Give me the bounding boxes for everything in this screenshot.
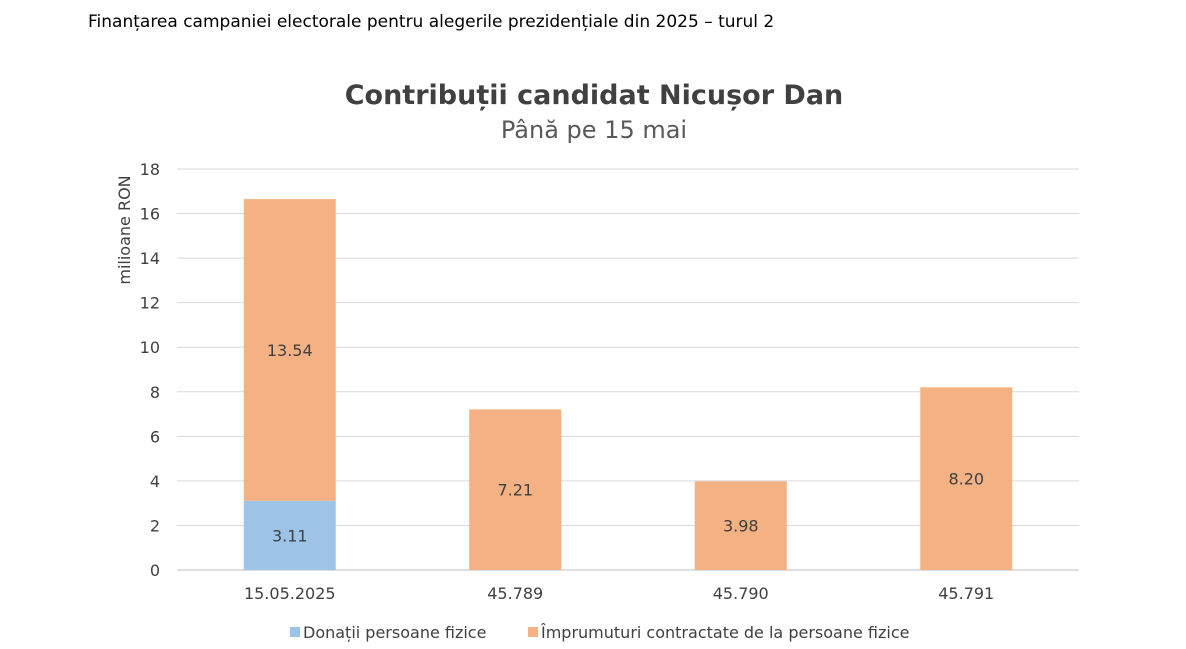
bar-segment [243,199,336,501]
data-label: 13.54 [267,341,313,360]
data-label: 7.21 [497,481,533,500]
legend-label: Împrumuturi contractate de la persoane f… [540,623,909,642]
y-tick-label: 4 [150,472,160,491]
x-tick-label: 15.05.2025 [244,584,336,603]
legend-label: Donații persoane fizice [303,623,486,642]
y-tick-label: 6 [150,427,160,446]
y-tick-label: 12 [140,294,160,313]
x-tick-label: 45.789 [487,584,543,603]
bar-segment [694,481,787,570]
bar-segment [243,500,336,570]
y-tick-label: 18 [140,160,160,179]
legend-swatch [528,627,538,637]
data-label: 3.98 [723,517,759,536]
y-tick-label: 2 [150,516,160,535]
chart-subtitle: Până pe 15 mai [501,116,687,144]
legend-swatch [290,627,300,637]
y-tick-label: 10 [140,338,160,357]
bar-segment [920,387,1013,570]
data-label: 3.11 [272,526,308,545]
page-title: Finanțarea campaniei electorale pentru a… [88,12,775,32]
y-tick-label: 8 [150,383,160,402]
y-tick-label: 0 [150,561,160,580]
x-tick-label: 45.790 [713,584,769,603]
data-label: 8.20 [948,470,984,489]
y-tick-label: 16 [140,205,160,224]
y-axis-label: milioane RON [115,175,134,284]
x-tick-label: 45.791 [938,584,994,603]
chart-title: Contribuții candidat Nicușor Dan [345,80,844,111]
bar-segment [469,409,562,570]
y-tick-label: 14 [140,249,160,268]
